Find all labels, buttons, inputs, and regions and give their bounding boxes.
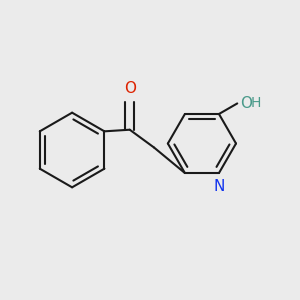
Text: O: O [240, 96, 252, 111]
Text: N: N [213, 179, 225, 194]
Text: H: H [251, 96, 261, 110]
Text: O: O [124, 81, 136, 96]
